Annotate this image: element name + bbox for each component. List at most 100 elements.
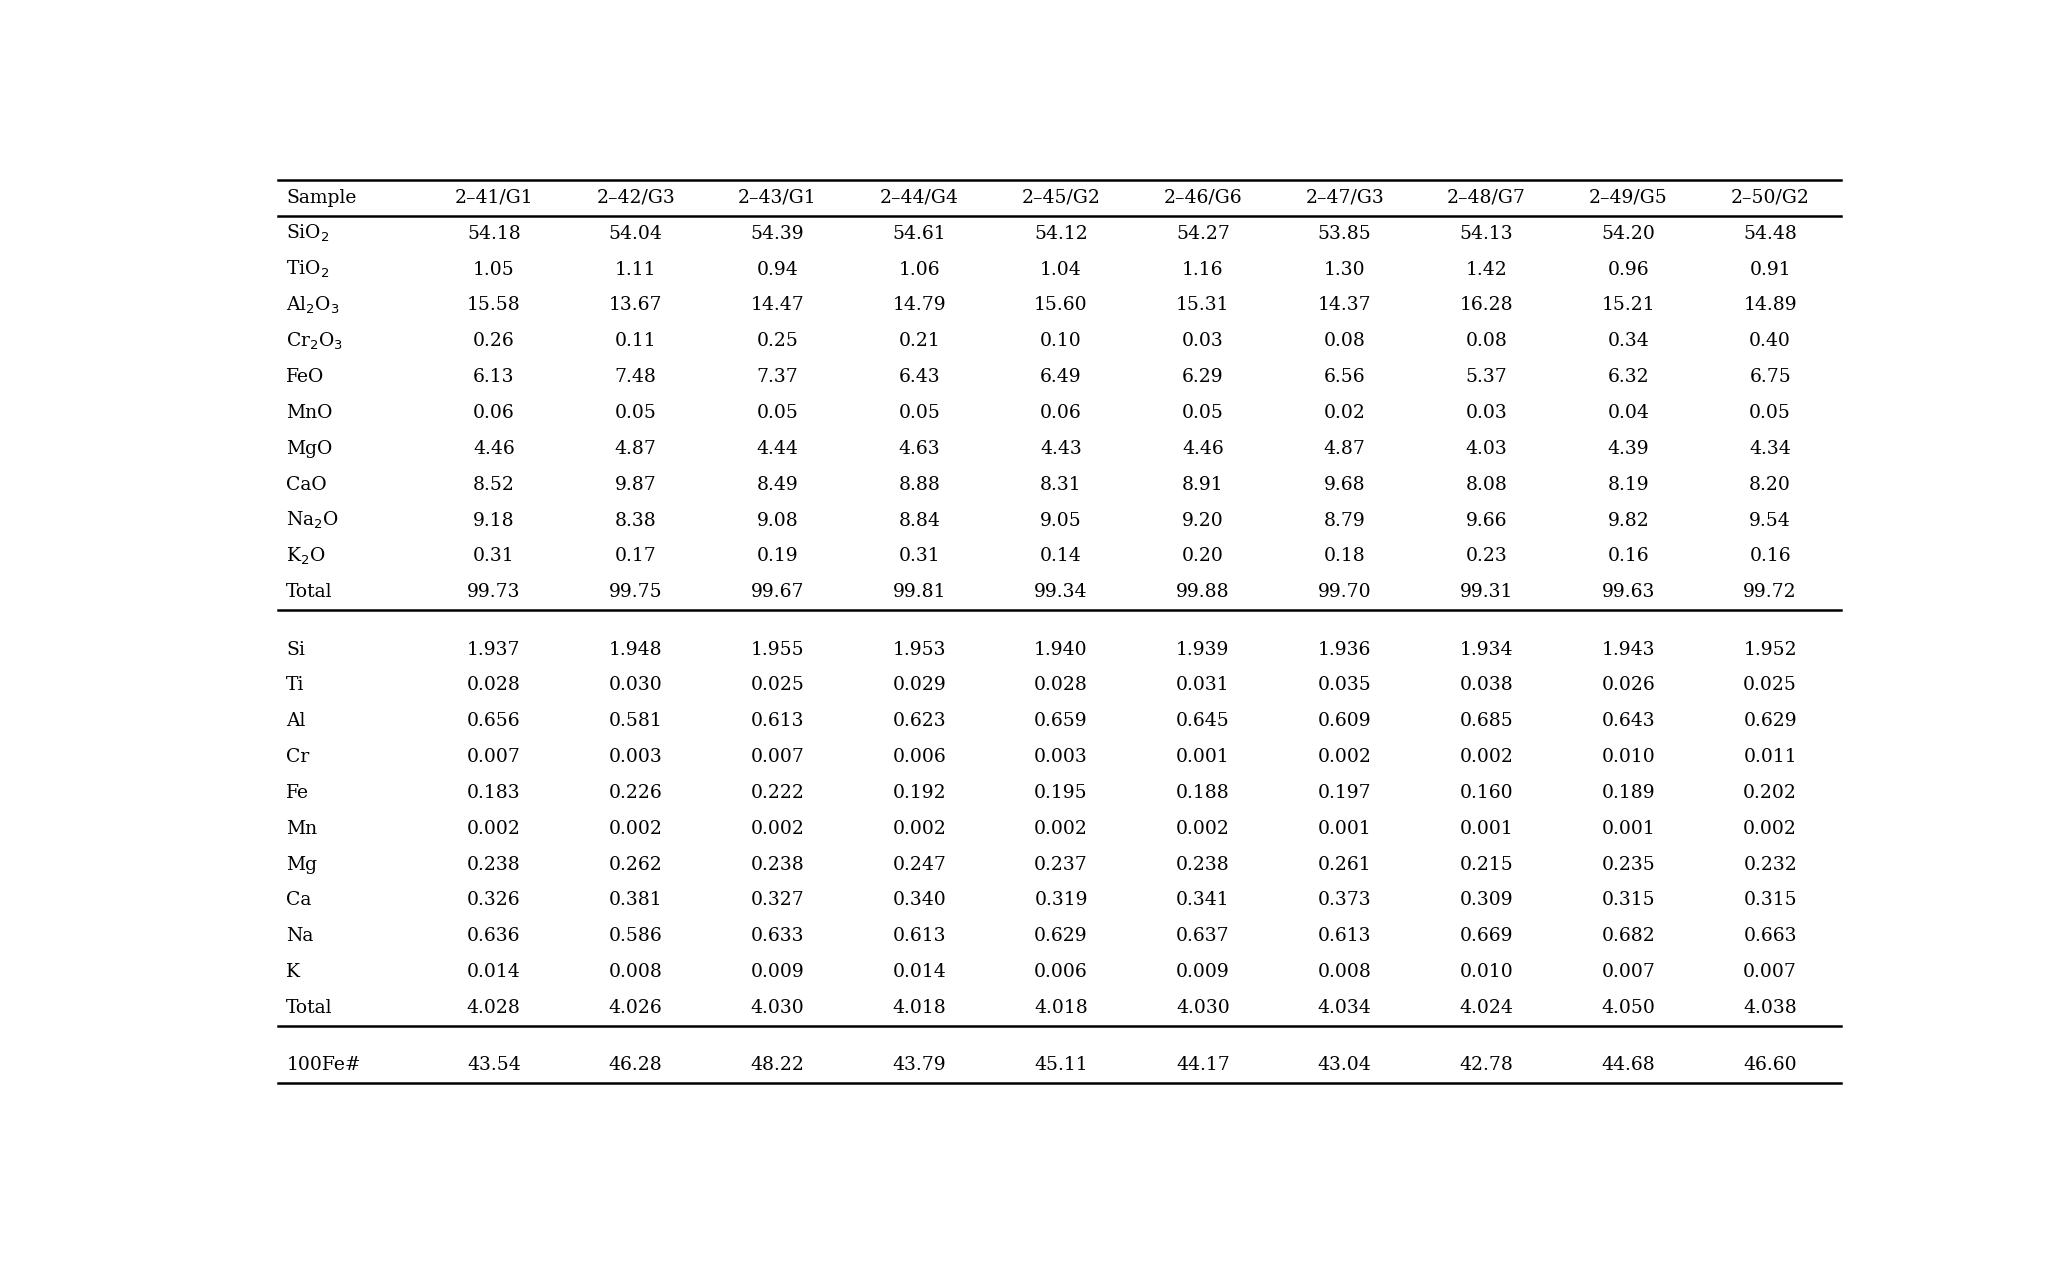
Text: 0.262: 0.262 [608,856,661,874]
Text: 0.613: 0.613 [750,712,804,730]
Text: Ca: Ca [287,892,312,909]
Text: 0.028: 0.028 [1034,677,1087,695]
Text: 0.03: 0.03 [1466,404,1507,422]
Text: 0.326: 0.326 [467,892,521,909]
Text: 0.002: 0.002 [1459,748,1513,766]
Text: 8.52: 8.52 [473,476,515,494]
Text: 8.49: 8.49 [757,476,798,494]
Text: 0.001: 0.001 [1176,748,1230,766]
Text: 6.49: 6.49 [1040,368,1081,387]
Text: 0.008: 0.008 [608,963,664,981]
Text: 0.643: 0.643 [1602,712,1656,730]
Text: Mn: Mn [287,819,318,838]
Text: 0.192: 0.192 [893,784,947,801]
Text: 43.79: 43.79 [893,1056,947,1075]
Text: 0.659: 0.659 [1034,712,1087,730]
Text: 99.34: 99.34 [1034,583,1087,602]
Text: 9.08: 9.08 [757,511,798,529]
Text: 9.82: 9.82 [1608,511,1649,529]
Text: 0.026: 0.026 [1602,677,1656,695]
Text: 0.202: 0.202 [1742,784,1796,801]
Text: 4.018: 4.018 [893,999,947,1016]
Text: 8.79: 8.79 [1323,511,1366,529]
Text: 0.247: 0.247 [893,856,947,874]
Text: 0.34: 0.34 [1608,332,1649,350]
Text: 0.002: 0.002 [1176,819,1230,838]
Text: 14.47: 14.47 [750,296,804,314]
Text: 0.08: 0.08 [1466,332,1507,350]
Text: Total: Total [287,999,333,1016]
Text: 99.81: 99.81 [893,583,947,602]
Text: 1.953: 1.953 [893,641,947,659]
Text: Fe: Fe [287,784,310,801]
Text: 44.17: 44.17 [1176,1056,1230,1075]
Text: 8.20: 8.20 [1749,476,1792,494]
Text: Na$_2$O: Na$_2$O [287,510,339,532]
Text: 0.613: 0.613 [893,927,947,945]
Text: 54.39: 54.39 [750,225,804,243]
Text: 9.66: 9.66 [1466,511,1507,529]
Text: 1.06: 1.06 [899,261,940,279]
Text: 54.27: 54.27 [1176,225,1230,243]
Text: 0.18: 0.18 [1323,547,1366,565]
Text: 0.009: 0.009 [750,963,804,981]
Text: 99.70: 99.70 [1319,583,1372,602]
Text: 99.63: 99.63 [1602,583,1656,602]
Text: 0.40: 0.40 [1749,332,1792,350]
Text: 9.18: 9.18 [473,511,515,529]
Text: 0.008: 0.008 [1319,963,1372,981]
Text: Sample: Sample [287,190,358,207]
Text: 6.75: 6.75 [1749,368,1790,387]
Text: 0.001: 0.001 [1319,819,1372,838]
Text: 0.381: 0.381 [610,892,661,909]
Text: 6.43: 6.43 [899,368,940,387]
Text: 100Fe#: 100Fe# [287,1056,362,1075]
Text: 0.05: 0.05 [1749,404,1792,422]
Text: 0.038: 0.038 [1459,677,1513,695]
Text: 0.014: 0.014 [893,963,947,981]
Text: 9.20: 9.20 [1182,511,1224,529]
Text: 0.031: 0.031 [1176,677,1230,695]
Text: 0.656: 0.656 [467,712,521,730]
Text: 43.54: 43.54 [467,1056,521,1075]
Text: 0.11: 0.11 [614,332,657,350]
Text: 4.050: 4.050 [1602,999,1656,1016]
Text: 1.30: 1.30 [1323,261,1366,279]
Text: 6.29: 6.29 [1182,368,1224,387]
Text: 7.37: 7.37 [757,368,798,387]
Text: 0.002: 0.002 [608,819,664,838]
Text: 0.05: 0.05 [899,404,940,422]
Text: 43.04: 43.04 [1319,1056,1372,1075]
Text: 54.48: 54.48 [1742,225,1796,243]
Text: 99.31: 99.31 [1459,583,1513,602]
Text: 13.67: 13.67 [610,296,661,314]
Text: 0.002: 0.002 [1034,819,1087,838]
Text: 48.22: 48.22 [750,1056,804,1075]
Text: 0.319: 0.319 [1034,892,1087,909]
Text: Si: Si [287,641,306,659]
Text: 4.03: 4.03 [1466,440,1507,458]
Text: 99.88: 99.88 [1176,583,1230,602]
Text: 0.226: 0.226 [608,784,661,801]
Text: 54.12: 54.12 [1034,225,1087,243]
Text: 1.936: 1.936 [1319,641,1370,659]
Text: 1.955: 1.955 [750,641,804,659]
Text: 9.54: 9.54 [1749,511,1790,529]
Text: 7.48: 7.48 [614,368,657,387]
Text: 0.623: 0.623 [893,712,947,730]
Text: Cr$_2$O$_3$: Cr$_2$O$_3$ [287,331,343,352]
Text: 1.940: 1.940 [1034,641,1087,659]
Text: 2–45/G2: 2–45/G2 [1021,190,1100,207]
Text: 0.05: 0.05 [614,404,657,422]
Text: 0.238: 0.238 [467,856,521,874]
Text: 8.31: 8.31 [1040,476,1081,494]
Text: 0.19: 0.19 [757,547,798,565]
Text: 0.025: 0.025 [750,677,804,695]
Text: 4.026: 4.026 [608,999,661,1016]
Text: 99.73: 99.73 [467,583,521,602]
Text: 0.16: 0.16 [1749,547,1790,565]
Text: 1.939: 1.939 [1176,641,1230,659]
Text: 8.91: 8.91 [1182,476,1224,494]
Text: 46.60: 46.60 [1742,1056,1796,1075]
Text: 0.215: 0.215 [1459,856,1513,874]
